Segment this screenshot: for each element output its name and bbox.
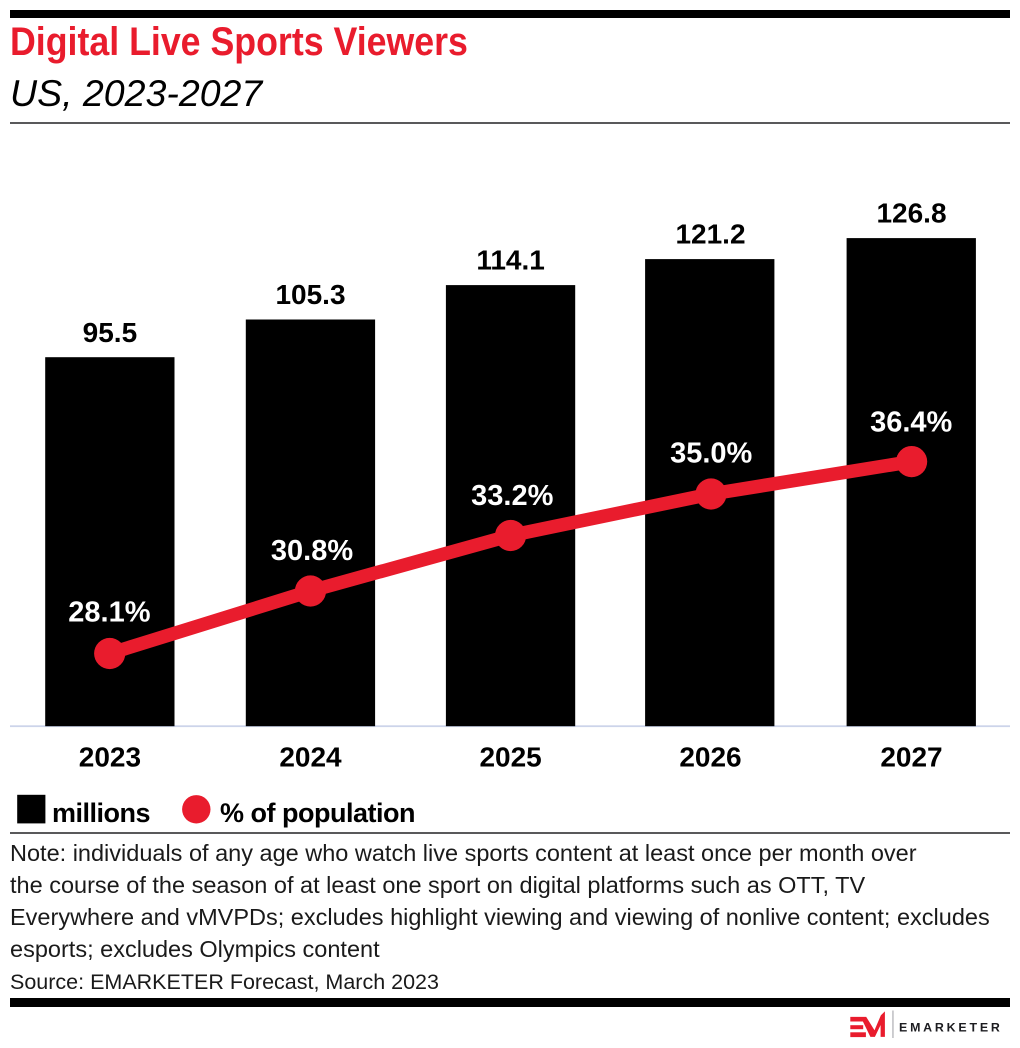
svg-text:2025: 2025 bbox=[479, 741, 541, 772]
svg-text:95.5: 95.5 bbox=[83, 317, 138, 348]
svg-text:millions: millions bbox=[52, 798, 150, 828]
svg-text:126.8: 126.8 bbox=[876, 198, 946, 229]
svg-text:35.0%: 35.0% bbox=[670, 437, 752, 469]
svg-text:36.4%: 36.4% bbox=[870, 406, 952, 438]
svg-text:2026: 2026 bbox=[679, 741, 741, 772]
svg-text:114.1: 114.1 bbox=[476, 245, 545, 276]
svg-text:2024: 2024 bbox=[279, 741, 342, 772]
svg-text:105.3: 105.3 bbox=[275, 279, 345, 310]
svg-text:% of population: % of population bbox=[220, 798, 415, 828]
svg-text:2023: 2023 bbox=[79, 741, 141, 772]
svg-text:121.2: 121.2 bbox=[675, 219, 745, 250]
svg-text:30.8%: 30.8% bbox=[271, 535, 353, 567]
svg-text:2027: 2027 bbox=[880, 741, 942, 772]
svg-text:33.2%: 33.2% bbox=[471, 480, 553, 512]
svg-text:EMARKETER: EMARKETER bbox=[899, 1021, 1003, 1035]
svg-text:28.1%: 28.1% bbox=[68, 597, 150, 629]
